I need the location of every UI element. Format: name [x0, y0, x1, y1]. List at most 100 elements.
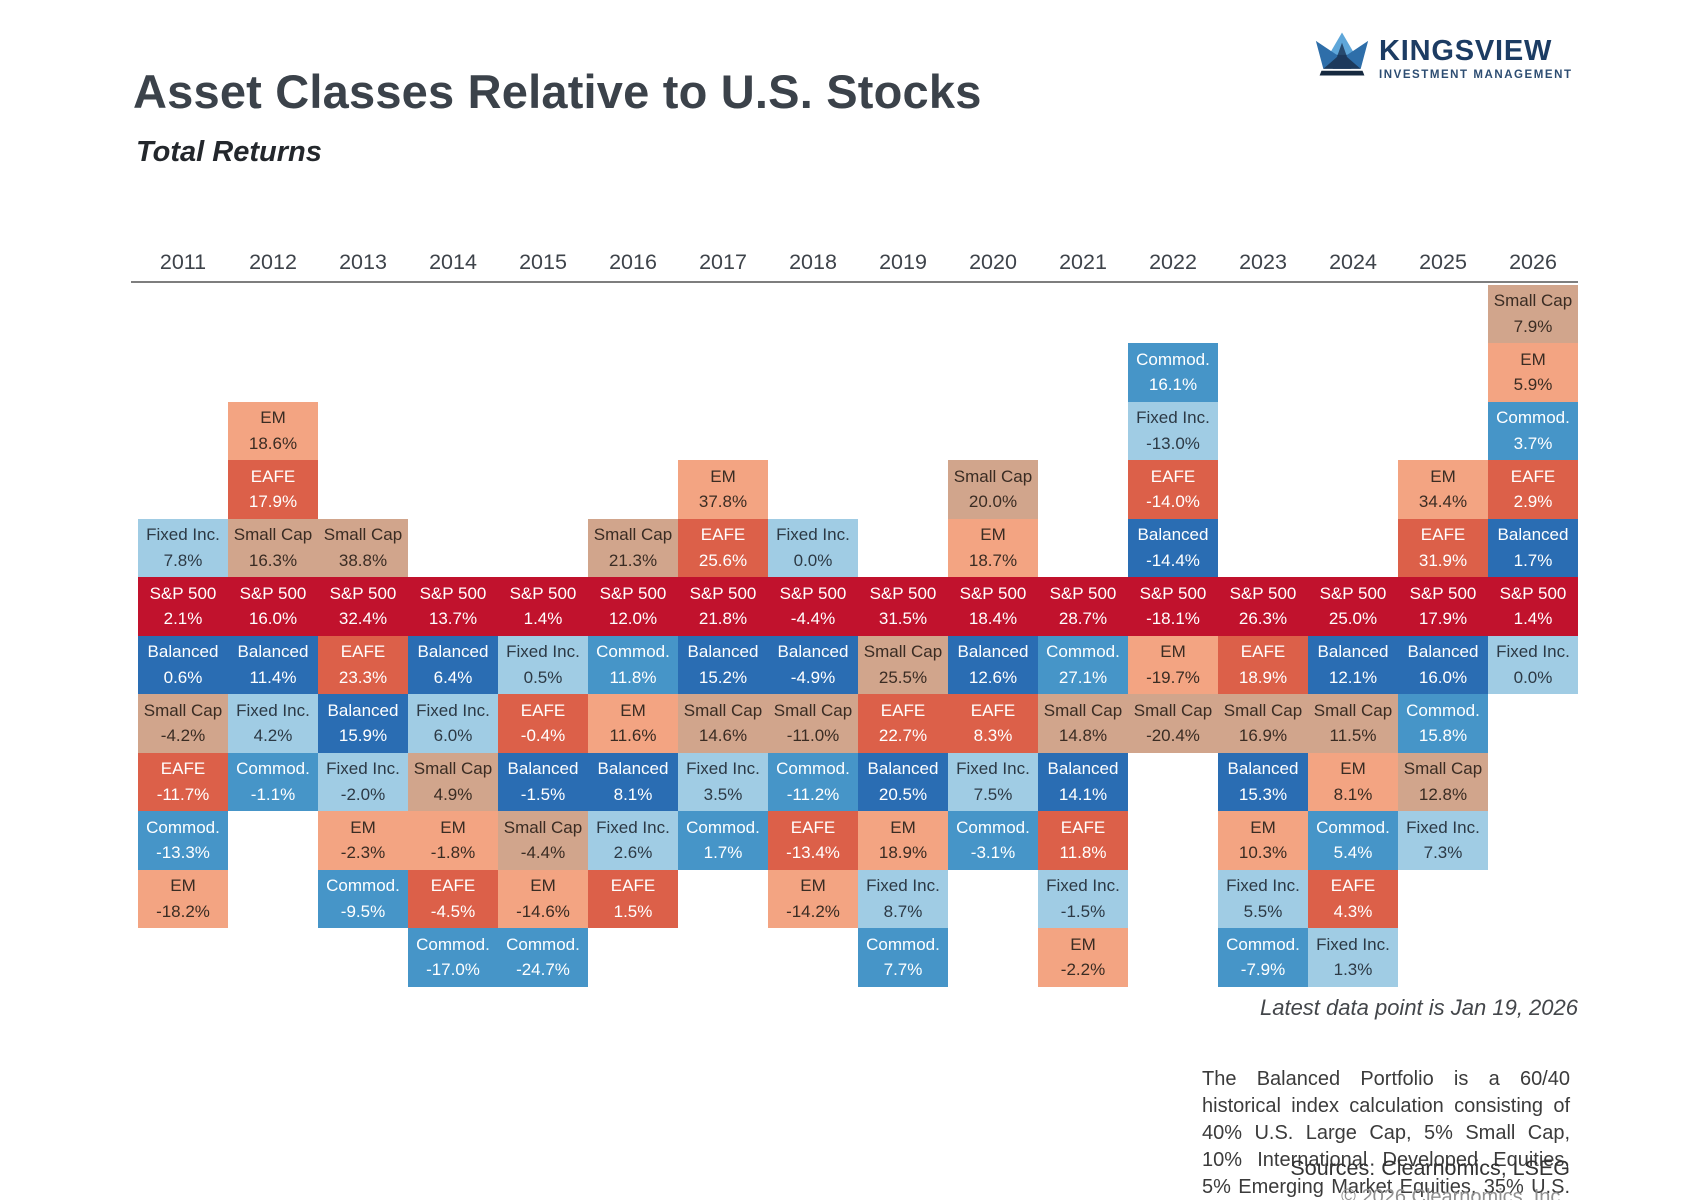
- asset-cell-2020-balanced: Balanced 12.6%: [948, 635, 1038, 694]
- asset-cell-value: 5.4%: [1333, 843, 1373, 863]
- asset-cell-value: 5.9%: [1513, 375, 1553, 395]
- asset-cell-2012-s-p-500: S&P 500 16.0%: [228, 577, 318, 636]
- asset-cell-2023-commod: Commod. -7.9%: [1218, 928, 1308, 987]
- asset-cell-2025-balanced: Balanced 16.0%: [1398, 635, 1488, 694]
- asset-cell-value: 5.5%: [1243, 901, 1283, 921]
- asset-cell-2024-fixed-inc: Fixed Inc. 1.3%: [1308, 928, 1398, 987]
- asset-cell-value: 4.3%: [1333, 901, 1373, 921]
- asset-cell-2024-commod: Commod. 5.4%: [1308, 811, 1398, 870]
- asset-cell-label: Small Cap: [1043, 700, 1123, 720]
- asset-cell-label: Commod.: [1046, 642, 1120, 662]
- asset-cell-label: Commod.: [1226, 934, 1300, 954]
- asset-cell-2015-fixed-inc: Fixed Inc. 0.5%: [498, 635, 588, 694]
- asset-cell-2024-balanced: Balanced 12.1%: [1308, 635, 1398, 694]
- asset-cell-2014-balanced: Balanced 6.4%: [408, 635, 498, 694]
- asset-cell-2014-eafe: EAFE -4.5%: [408, 869, 498, 928]
- asset-cell-label: S&P 500: [329, 583, 397, 603]
- asset-cell-2022-s-p-500: S&P 500 -18.1%: [1128, 577, 1218, 636]
- asset-cell-label: EM: [1250, 817, 1276, 837]
- asset-cell-label: EM: [440, 817, 466, 837]
- asset-cell-value: 34.4%: [1418, 492, 1468, 512]
- asset-cell-label: S&P 500: [599, 583, 667, 603]
- asset-cell-2026-balanced: Balanced 1.7%: [1488, 518, 1578, 577]
- asset-cell-label: Fixed Inc.: [956, 759, 1030, 779]
- asset-cell-label: EAFE: [160, 759, 206, 779]
- asset-cell-label: Balanced: [1137, 525, 1209, 545]
- asset-cell-2026-s-p-500: S&P 500 1.4%: [1488, 577, 1578, 636]
- asset-cell-2022-commod: Commod. 16.1%: [1128, 343, 1218, 402]
- asset-cell-value: 11.4%: [249, 667, 297, 687]
- asset-cell-label: S&P 500: [1319, 583, 1387, 603]
- asset-cell-label: EM: [1520, 349, 1546, 369]
- asset-cell-value: -17.0%: [426, 960, 480, 980]
- asset-cell-label: Commod.: [866, 934, 940, 954]
- asset-cell-value: 1.7%: [703, 843, 743, 863]
- asset-cell-label: Small Cap: [1223, 700, 1303, 720]
- asset-cell-value: 2.6%: [613, 843, 653, 863]
- asset-cell-2018-balanced: Balanced -4.9%: [768, 635, 858, 694]
- asset-cell-2014-small-cap: Small Cap 4.9%: [408, 752, 498, 811]
- year-label-2017: 2017: [699, 250, 747, 274]
- asset-cell-2011-commod: Commod. -13.3%: [138, 811, 228, 870]
- asset-cell-label: Fixed Inc.: [326, 759, 400, 779]
- asset-cell-value: 4.2%: [253, 726, 293, 746]
- asset-cell-value: -14.6%: [516, 901, 570, 921]
- asset-cell-label: Small Cap: [953, 466, 1033, 486]
- asset-cell-label: EAFE: [610, 876, 656, 896]
- asset-cell-2014-s-p-500: S&P 500 13.7%: [408, 577, 498, 636]
- asset-cell-value: -11.2%: [786, 784, 840, 804]
- asset-cell-label: EM: [710, 466, 736, 486]
- asset-cell-2015-small-cap: Small Cap -4.4%: [498, 811, 588, 870]
- asset-cell-value: -11.7%: [156, 784, 210, 804]
- asset-cell-2012-em: EM 18.6%: [228, 401, 318, 460]
- asset-cell-label: Commod.: [326, 876, 400, 896]
- asset-cell-value: -9.5%: [340, 901, 386, 921]
- asset-cell-2016-fixed-inc: Fixed Inc. 2.6%: [588, 811, 678, 870]
- asset-cell-value: 31.5%: [878, 609, 928, 629]
- asset-cell-value: 11.8%: [1059, 843, 1107, 863]
- asset-cell-label: Fixed Inc.: [776, 525, 850, 545]
- asset-cell-label: EAFE: [1510, 466, 1556, 486]
- asset-cell-value: 1.7%: [1513, 550, 1553, 570]
- asset-cell-2021-fixed-inc: Fixed Inc. -1.5%: [1038, 869, 1128, 928]
- asset-cell-label: S&P 500: [509, 583, 577, 603]
- asset-cell-value: 13.7%: [428, 609, 478, 629]
- asset-cell-2011-small-cap: Small Cap -4.2%: [138, 694, 228, 753]
- asset-cell-label: EM: [800, 876, 826, 896]
- asset-cell-label: Small Cap: [1493, 291, 1573, 311]
- year-label-2022: 2022: [1149, 250, 1197, 274]
- asset-cell-value: 0.0%: [793, 550, 833, 570]
- asset-cell-2017-balanced: Balanced 15.2%: [678, 635, 768, 694]
- asset-cell-label: Fixed Inc.: [146, 525, 220, 545]
- asset-cell-label: Fixed Inc.: [1226, 876, 1300, 896]
- asset-cell-2023-fixed-inc: Fixed Inc. 5.5%: [1218, 869, 1308, 928]
- asset-cell-label: Commod.: [776, 759, 850, 779]
- asset-cell-label: EAFE: [790, 817, 836, 837]
- asset-cell-label: EM: [1340, 759, 1366, 779]
- asset-cell-2023-em: EM 10.3%: [1218, 811, 1308, 870]
- asset-cell-label: S&P 500: [1229, 583, 1297, 603]
- asset-cell-2013-em: EM -2.3%: [318, 811, 408, 870]
- asset-cell-2020-fixed-inc: Fixed Inc. 7.5%: [948, 752, 1038, 811]
- asset-cell-value: 0.5%: [523, 667, 563, 687]
- asset-cell-2026-eafe: EAFE 2.9%: [1488, 460, 1578, 519]
- asset-cell-2022-em: EM -19.7%: [1128, 635, 1218, 694]
- asset-cell-value: -14.0%: [1146, 492, 1200, 512]
- asset-cell-value: 8.1%: [613, 784, 653, 804]
- asset-cell-value: 11.8%: [609, 667, 657, 687]
- asset-cell-2012-fixed-inc: Fixed Inc. 4.2%: [228, 694, 318, 753]
- asset-cell-label: S&P 500: [1409, 583, 1477, 603]
- asset-cell-label: Commod.: [146, 817, 220, 837]
- asset-cell-2019-small-cap: Small Cap 25.5%: [858, 635, 948, 694]
- asset-cell-label: Balanced: [1047, 759, 1119, 779]
- asset-cell-label: Balanced: [507, 759, 579, 779]
- asset-cell-2013-commod: Commod. -9.5%: [318, 869, 408, 928]
- asset-cell-label: Fixed Inc.: [596, 817, 670, 837]
- asset-cell-2012-small-cap: Small Cap 16.3%: [228, 518, 318, 577]
- asset-cell-value: 37.8%: [698, 492, 748, 512]
- asset-cell-value: 0.0%: [1513, 667, 1553, 687]
- asset-cell-2024-s-p-500: S&P 500 25.0%: [1308, 577, 1398, 636]
- asset-cell-2021-s-p-500: S&P 500 28.7%: [1038, 577, 1128, 636]
- asset-cell-value: -14.4%: [1146, 550, 1200, 570]
- asset-cell-2014-fixed-inc: Fixed Inc. 6.0%: [408, 694, 498, 753]
